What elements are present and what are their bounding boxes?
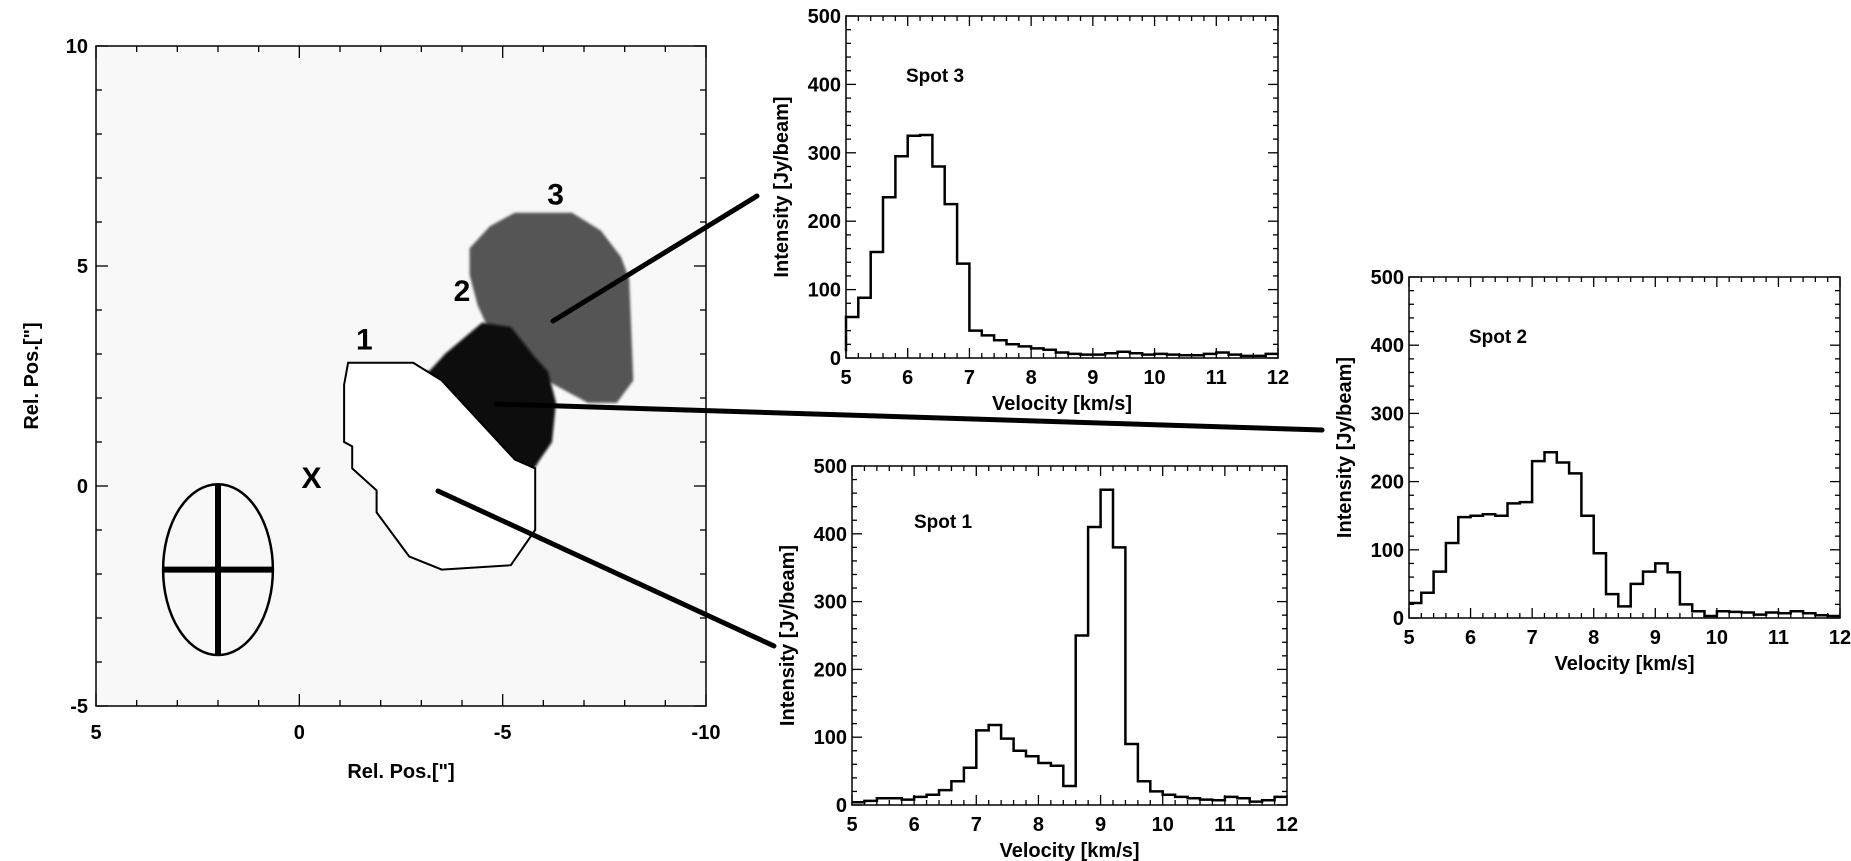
x-tick-label: 10	[1706, 627, 1728, 649]
x-tick-label: 7	[1527, 627, 1538, 649]
x-tick-label: 8	[1033, 814, 1044, 836]
connector-spot-3	[550, 193, 760, 324]
spectrum-frame	[1408, 276, 1841, 619]
spectrum-title: Spot 3	[906, 66, 964, 87]
spectrum-spot-2: 5 6 7 8 9 10 11 12 0 100 200 300 400 500 Velocity [km/…	[1334, 267, 1851, 675]
position-map: 5 0 -5 -10 -5 0 5 10 Rel. Pos.["] Rel. Pos.["] 1 2 3…	[21, 36, 720, 783]
y-axis-title: Intensity [Jy/beam]	[771, 96, 793, 277]
x-tick-label: 6	[909, 814, 920, 836]
map-x-tick-label: 0	[294, 722, 305, 744]
x-tick-label: 11	[1214, 814, 1235, 836]
map-x-tick-label: 5	[90, 722, 101, 744]
y-tick-label: 0	[1393, 608, 1404, 630]
y-tick-label: 500	[814, 456, 847, 478]
x-tick-label: 7	[964, 367, 975, 389]
histogram-series	[1409, 451, 1840, 618]
map-y-tick-label: 10	[66, 36, 88, 58]
x-tick-label: 6	[902, 367, 913, 389]
spot-2-label: 2	[454, 275, 471, 308]
spot-1-label: 1	[356, 324, 373, 357]
x-tick-label: 12	[1276, 814, 1298, 836]
spectrum-spot-1: 5 6 7 8 9 10 11 12 0 100 200 300 400 500 Velocity [km/…	[777, 456, 1298, 861]
map-x-axis-title: Rel. Pos.["]	[347, 761, 454, 783]
spot-connectors	[435, 193, 1325, 649]
x-tick-label: 9	[1650, 627, 1661, 649]
y-tick-label: 500	[1371, 267, 1404, 289]
x-tick-label: 6	[1465, 627, 1476, 649]
y-tick-label: 400	[1371, 335, 1404, 357]
x-tick-label: 11	[1768, 627, 1789, 649]
spectrum-title: Spot 2	[1469, 327, 1527, 348]
histogram-series	[852, 488, 1287, 804]
y-tick-label: 0	[830, 348, 841, 370]
y-tick-label: 100	[814, 727, 847, 749]
spectrum-title: Spot 1	[914, 512, 972, 533]
y-tick-label: 400	[808, 74, 841, 96]
x-tick-label: 8	[1588, 627, 1599, 649]
x-axis-title: Velocity [km/s]	[999, 840, 1139, 861]
spectrum-frame	[851, 465, 1288, 806]
y-tick-label: 100	[808, 280, 841, 302]
x-tick-label: 9	[1087, 367, 1098, 389]
map-x-tick-label: -10	[692, 722, 721, 744]
connector-spot-1	[435, 488, 777, 649]
spectrum-background	[846, 16, 1278, 358]
y-tick-label: 100	[1371, 540, 1404, 562]
x-tick-label: 10	[1152, 814, 1174, 836]
x-tick-label: 5	[846, 814, 857, 836]
y-tick-label: 300	[1371, 403, 1404, 425]
y-axis-title: Intensity [Jy/beam]	[777, 545, 799, 726]
beam-ellipse-group	[161, 482, 275, 657]
x-tick-label: 8	[1026, 367, 1037, 389]
x-tick-label: 5	[840, 367, 851, 389]
y-tick-label: 500	[808, 6, 841, 28]
x-tick-label: 9	[1095, 814, 1106, 836]
connector-spot-2	[493, 401, 1325, 433]
y-tick-label: 200	[808, 211, 841, 233]
source-position-marker: X	[302, 462, 322, 495]
x-tick-label: 11	[1206, 367, 1227, 389]
y-axis-title: Intensity [Jy/beam]	[1334, 357, 1356, 538]
x-tick-label: 12	[1829, 627, 1851, 649]
spectrum-background	[852, 466, 1287, 805]
y-tick-label: 200	[814, 659, 847, 681]
y-tick-label: 400	[814, 524, 847, 546]
x-axis-title: Velocity [km/s]	[992, 393, 1132, 415]
x-tick-label: 5	[1403, 627, 1414, 649]
spectrum-spot-3: 5 6 7 8 9 10 11 12 0 100 200 300 400 500 Velocity [km/…	[771, 6, 1289, 415]
x-tick-label: 7	[971, 814, 982, 836]
y-tick-label: 0	[836, 795, 847, 817]
x-tick-label: 10	[1143, 367, 1165, 389]
spot-3-label: 3	[547, 178, 564, 211]
x-axis-title: Velocity [km/s]	[1554, 653, 1694, 675]
x-tick-label: 12	[1267, 367, 1289, 389]
map-y-tick-label: 0	[77, 476, 88, 498]
map-frame	[95, 45, 707, 707]
map-y-tick-label: -5	[70, 696, 88, 718]
spectrum-frame	[845, 15, 1279, 359]
spot-3-region	[469, 212, 634, 403]
histogram-series	[844, 133, 1278, 358]
y-tick-label: 200	[1371, 472, 1404, 494]
spot-1-region	[343, 361, 537, 571]
map-y-axis-title: Rel. Pos.["]	[21, 322, 43, 429]
spectrum-background	[1409, 277, 1840, 618]
y-tick-label: 300	[808, 143, 841, 165]
map-y-tick-label: 5	[77, 256, 88, 278]
y-tick-label: 300	[814, 592, 847, 614]
map-x-tick-label: -5	[494, 722, 512, 744]
